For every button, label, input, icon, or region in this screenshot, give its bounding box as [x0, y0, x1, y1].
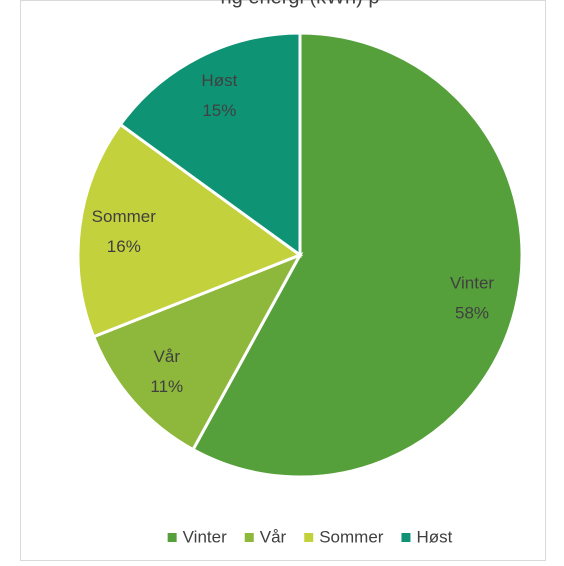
- slice-label: Vinter: [450, 274, 494, 293]
- legend-label: Vinter: [183, 527, 227, 546]
- slice-label: Vår: [154, 347, 181, 366]
- legend-swatch: [401, 533, 411, 542]
- slice-label: Høst: [201, 71, 237, 90]
- legend-label: Sommer: [319, 527, 384, 546]
- pie-slice: [76, 122, 304, 339]
- legend-label: Vår: [260, 527, 287, 546]
- chart-title: ng energi (kWh) p: [221, 0, 380, 8]
- slice-value-label: 16%: [107, 237, 141, 256]
- pie-slice: [191, 31, 524, 479]
- pie-slice: [118, 31, 302, 258]
- slice-value-label: 58%: [455, 304, 489, 323]
- slice-value-label: 15%: [202, 101, 236, 120]
- legend-swatch: [304, 533, 314, 542]
- legend-swatch: [167, 533, 177, 542]
- slice-label: Sommer: [92, 207, 157, 226]
- legend-swatch: [244, 533, 254, 542]
- slice-value-label: 11%: [150, 377, 183, 396]
- pie-slice: [91, 252, 304, 452]
- legend-label: Høst: [416, 527, 452, 546]
